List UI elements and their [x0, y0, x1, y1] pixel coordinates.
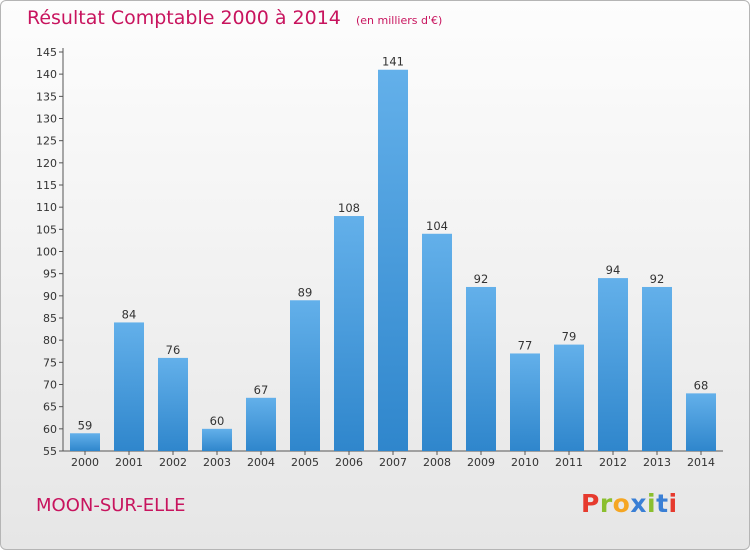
bar [202, 428, 232, 451]
chart-title-block: Résultat Comptable 2000 à 2014 (en milli… [27, 7, 442, 29]
y-tick-label: 85 [43, 312, 57, 325]
y-tick-label: 55 [43, 445, 57, 458]
y-tick-label: 105 [36, 223, 57, 236]
bar [510, 353, 540, 451]
y-tick-label: 60 [43, 423, 57, 436]
y-tick-label: 145 [36, 46, 57, 59]
logo-letter: P [581, 489, 600, 518]
y-tick-label: 120 [36, 157, 57, 170]
bar [378, 69, 408, 451]
x-tick-label: 2011 [555, 456, 583, 469]
x-tick-label: 2007 [379, 456, 407, 469]
y-tick-label: 70 [43, 379, 57, 392]
logo-letter: x [630, 489, 647, 518]
bar-value-label: 92 [650, 272, 665, 286]
logo-letter: i [668, 489, 678, 518]
bar-value-label: 104 [426, 219, 448, 233]
y-tick-label: 95 [43, 268, 57, 281]
bar [466, 286, 496, 451]
y-tick-label: 65 [43, 401, 57, 414]
bar-value-label: 59 [78, 418, 93, 432]
x-tick-label: 2001 [115, 456, 143, 469]
bar [642, 286, 672, 451]
x-tick-label: 2006 [335, 456, 363, 469]
x-tick-label: 2005 [291, 456, 319, 469]
bar-value-label: 60 [210, 414, 225, 428]
bar [70, 433, 100, 451]
y-tick-label: 140 [36, 68, 57, 81]
y-tick-label: 130 [36, 113, 57, 126]
logo-letter: o [612, 489, 631, 518]
x-tick-label: 2012 [599, 456, 627, 469]
y-tick-label: 90 [43, 290, 57, 303]
bar [290, 300, 320, 451]
bar [158, 357, 188, 451]
bar [686, 393, 716, 451]
bar-value-label: 76 [166, 343, 181, 357]
bar-value-label: 77 [518, 338, 533, 352]
bar [334, 216, 364, 451]
bar-value-label: 141 [382, 55, 404, 69]
logo-letter: t [656, 489, 669, 518]
bar-value-label: 108 [338, 201, 360, 215]
commune-name: MOON-SUR-ELLE [36, 495, 186, 516]
y-tick-label: 135 [36, 90, 57, 103]
logo-letter: r [599, 489, 613, 518]
chart-unit: (en milliers d'€) [355, 14, 443, 27]
bar [554, 344, 584, 451]
bar [598, 278, 628, 451]
bar-value-label: 94 [606, 263, 621, 277]
logo-letter: i [647, 489, 657, 518]
bar-value-label: 92 [474, 272, 489, 286]
proxiti-logo: Proxiti [581, 489, 678, 518]
bar-value-label: 89 [298, 285, 313, 299]
bar [246, 397, 276, 451]
y-tick-label: 80 [43, 334, 57, 347]
x-tick-label: 2013 [643, 456, 671, 469]
x-tick-label: 2009 [467, 456, 495, 469]
x-tick-label: 2002 [159, 456, 187, 469]
chart-title: Résultat Comptable 2000 à 2014 [27, 7, 341, 29]
x-tick-label: 2008 [423, 456, 451, 469]
x-tick-label: 2010 [511, 456, 539, 469]
y-tick-label: 100 [36, 246, 57, 259]
bar-value-label: 67 [254, 383, 269, 397]
bar-value-label: 79 [562, 330, 577, 344]
y-tick-label: 75 [43, 356, 57, 369]
y-tick-label: 115 [36, 179, 57, 192]
bar-value-label: 68 [694, 378, 709, 392]
x-tick-label: 2004 [247, 456, 275, 469]
x-tick-label: 2000 [71, 456, 99, 469]
bar-value-label: 84 [122, 307, 137, 321]
bar [422, 233, 452, 451]
y-tick-label: 110 [36, 201, 57, 214]
x-tick-label: 2014 [687, 456, 715, 469]
x-tick-label: 2003 [203, 456, 231, 469]
bar [114, 322, 144, 451]
y-tick-label: 125 [36, 135, 57, 148]
